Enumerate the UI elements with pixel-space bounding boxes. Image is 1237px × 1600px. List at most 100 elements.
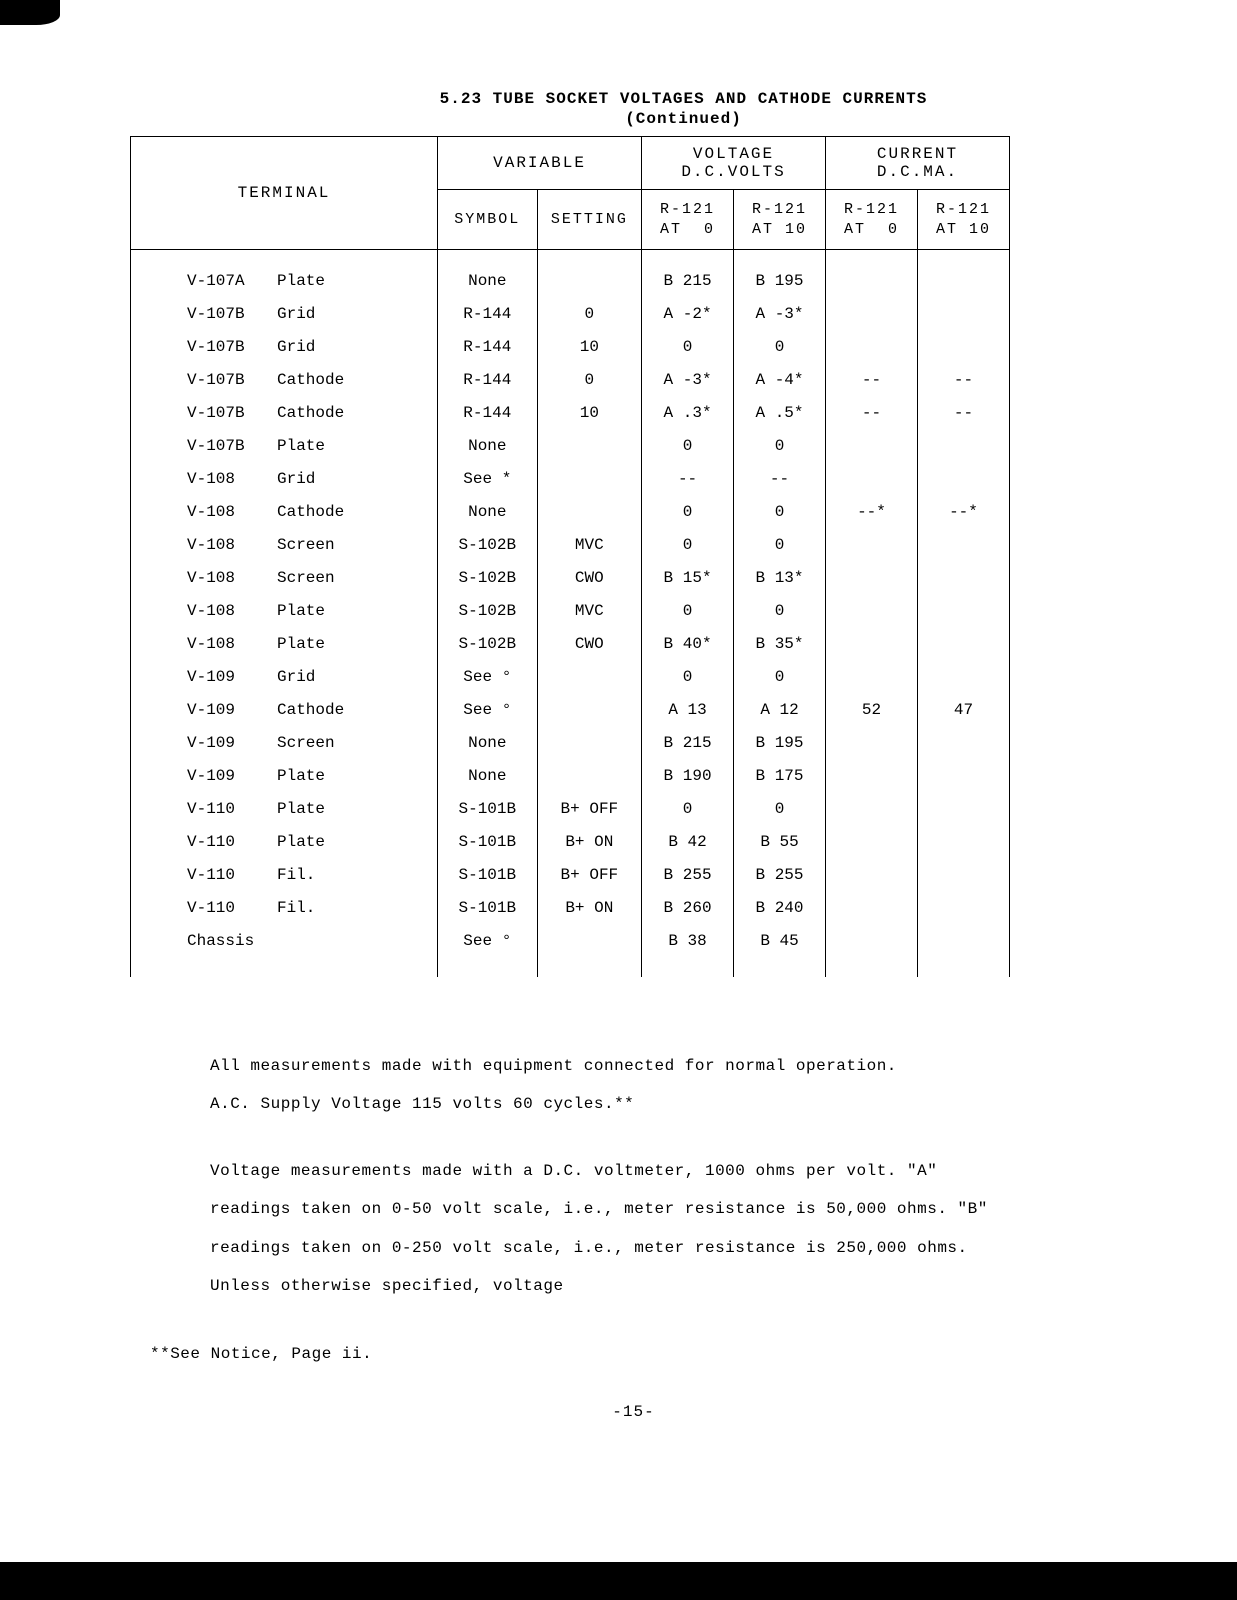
table-cell: S-102B [448,594,527,627]
table-cell [836,924,907,957]
table-cell: -- [652,462,723,495]
table-row: V-108Screen [141,528,427,561]
table-cell: B+ ON [548,891,631,924]
col-r121-0-v: R-121 AT 0 [642,190,734,250]
table-cell [548,462,631,495]
table-row: V-109Screen [141,726,427,759]
table-cell [928,627,999,660]
table-cell: B+ OFF [548,858,631,891]
table-cell [836,825,907,858]
table-cell [836,858,907,891]
table-row: V-107BGrid [141,297,427,330]
col-current: CURRENT D.C.MA. [826,137,1010,190]
table-row: V-108Cathode [141,495,427,528]
table-cell [548,495,631,528]
setting-column-body: 010010MVCCWOMVCCWOB+ OFFB+ ONB+ OFFB+ ON [537,250,641,978]
table-cell: B 255 [652,858,723,891]
table-cell: --* [928,495,999,528]
table-cell: S-102B [448,528,527,561]
table-cell: B 175 [744,759,815,792]
table-cell: See * [448,462,527,495]
table-cell: R-144 [448,297,527,330]
table-cell: None [448,759,527,792]
note-para-1: All measurements made with equipment con… [210,1047,990,1124]
table-cell: None [448,495,527,528]
v2-column-body: B 195A -3*0A -4*A .5*0--00B 13*0B 35*0A … [734,250,826,978]
table-cell: B 215 [652,264,723,297]
table-cell: A -4* [744,363,815,396]
table-cell: A -2* [652,297,723,330]
table-cell: 10 [548,396,631,429]
col-r121-0-c: R-121 AT 0 [826,190,918,250]
table-cell: 0 [652,528,723,561]
table-cell: 0 [652,429,723,462]
table-cell [928,594,999,627]
table-cell: 0 [744,660,815,693]
table-cell: MVC [548,528,631,561]
col-symbol: SYMBOL [438,190,538,250]
table-cell: A .3* [652,396,723,429]
scan-artifact-top [0,0,60,25]
table-cell: See ° [448,660,527,693]
table-cell [928,858,999,891]
c2-column-body: ------*47 [917,250,1009,978]
table-cell: S-102B [448,561,527,594]
table-row: V-110Plate [141,792,427,825]
table-cell [928,660,999,693]
table-cell: -- [836,363,907,396]
table-cell [928,759,999,792]
table-cell: -- [928,396,999,429]
v1-column-body: B 215A -2*0A -3*A .3*0--00B 15*0B 40*0A … [642,250,734,978]
table-cell: B 15* [652,561,723,594]
table-cell [836,759,907,792]
table-cell: A 12 [744,693,815,726]
footnote: **See Notice, Page ii. [150,1345,1137,1363]
table-cell: B 195 [744,726,815,759]
terminal-column-body: V-107APlateV-107BGridV-107BGridV-107BCat… [131,250,438,978]
table-cell [836,462,907,495]
table-cell: B 195 [744,264,815,297]
table-cell [928,792,999,825]
table-cell: None [448,429,527,462]
table-row: V-110Fil. [141,858,427,891]
col-voltage: VOLTAGE D.C.VOLTS [642,137,826,190]
table-cell: A -3* [652,363,723,396]
table-cell [836,528,907,561]
col-r121-10-c: R-121 AT 10 [917,190,1009,250]
table-cell [928,561,999,594]
table-cell: CWO [548,561,631,594]
table-cell: B+ ON [548,825,631,858]
table-row: V-107BCathode [141,363,427,396]
table-cell [836,561,907,594]
table-cell: 0 [652,660,723,693]
page: 5.23 TUBE SOCKET VOLTAGES AND CATHODE CU… [0,0,1237,1600]
table-cell: B 13* [744,561,815,594]
table-cell: 0 [744,792,815,825]
table-row: V-108Plate [141,627,427,660]
table-cell [928,891,999,924]
table-cell [548,924,631,957]
table-cell [836,726,907,759]
table-cell [928,297,999,330]
scan-artifact-bottom [0,1562,1237,1600]
table-cell [836,792,907,825]
table-cell: S-101B [448,891,527,924]
page-number: -15- [130,1403,1137,1421]
table-cell: 52 [836,693,907,726]
table-cell: B 255 [744,858,815,891]
table-cell: --* [836,495,907,528]
table-cell [836,330,907,363]
table-cell: R-144 [448,363,527,396]
table-cell [548,726,631,759]
table-cell: S-102B [448,627,527,660]
table-cell: -- [836,396,907,429]
table-cell [548,660,631,693]
table-cell: 0 [548,363,631,396]
table-cell: 0 [548,297,631,330]
table-cell: None [448,264,527,297]
table-row: V-107APlate [141,264,427,297]
table-cell: B 240 [744,891,815,924]
table-cell [928,264,999,297]
table-row: V-107BPlate [141,429,427,462]
table-cell [548,759,631,792]
